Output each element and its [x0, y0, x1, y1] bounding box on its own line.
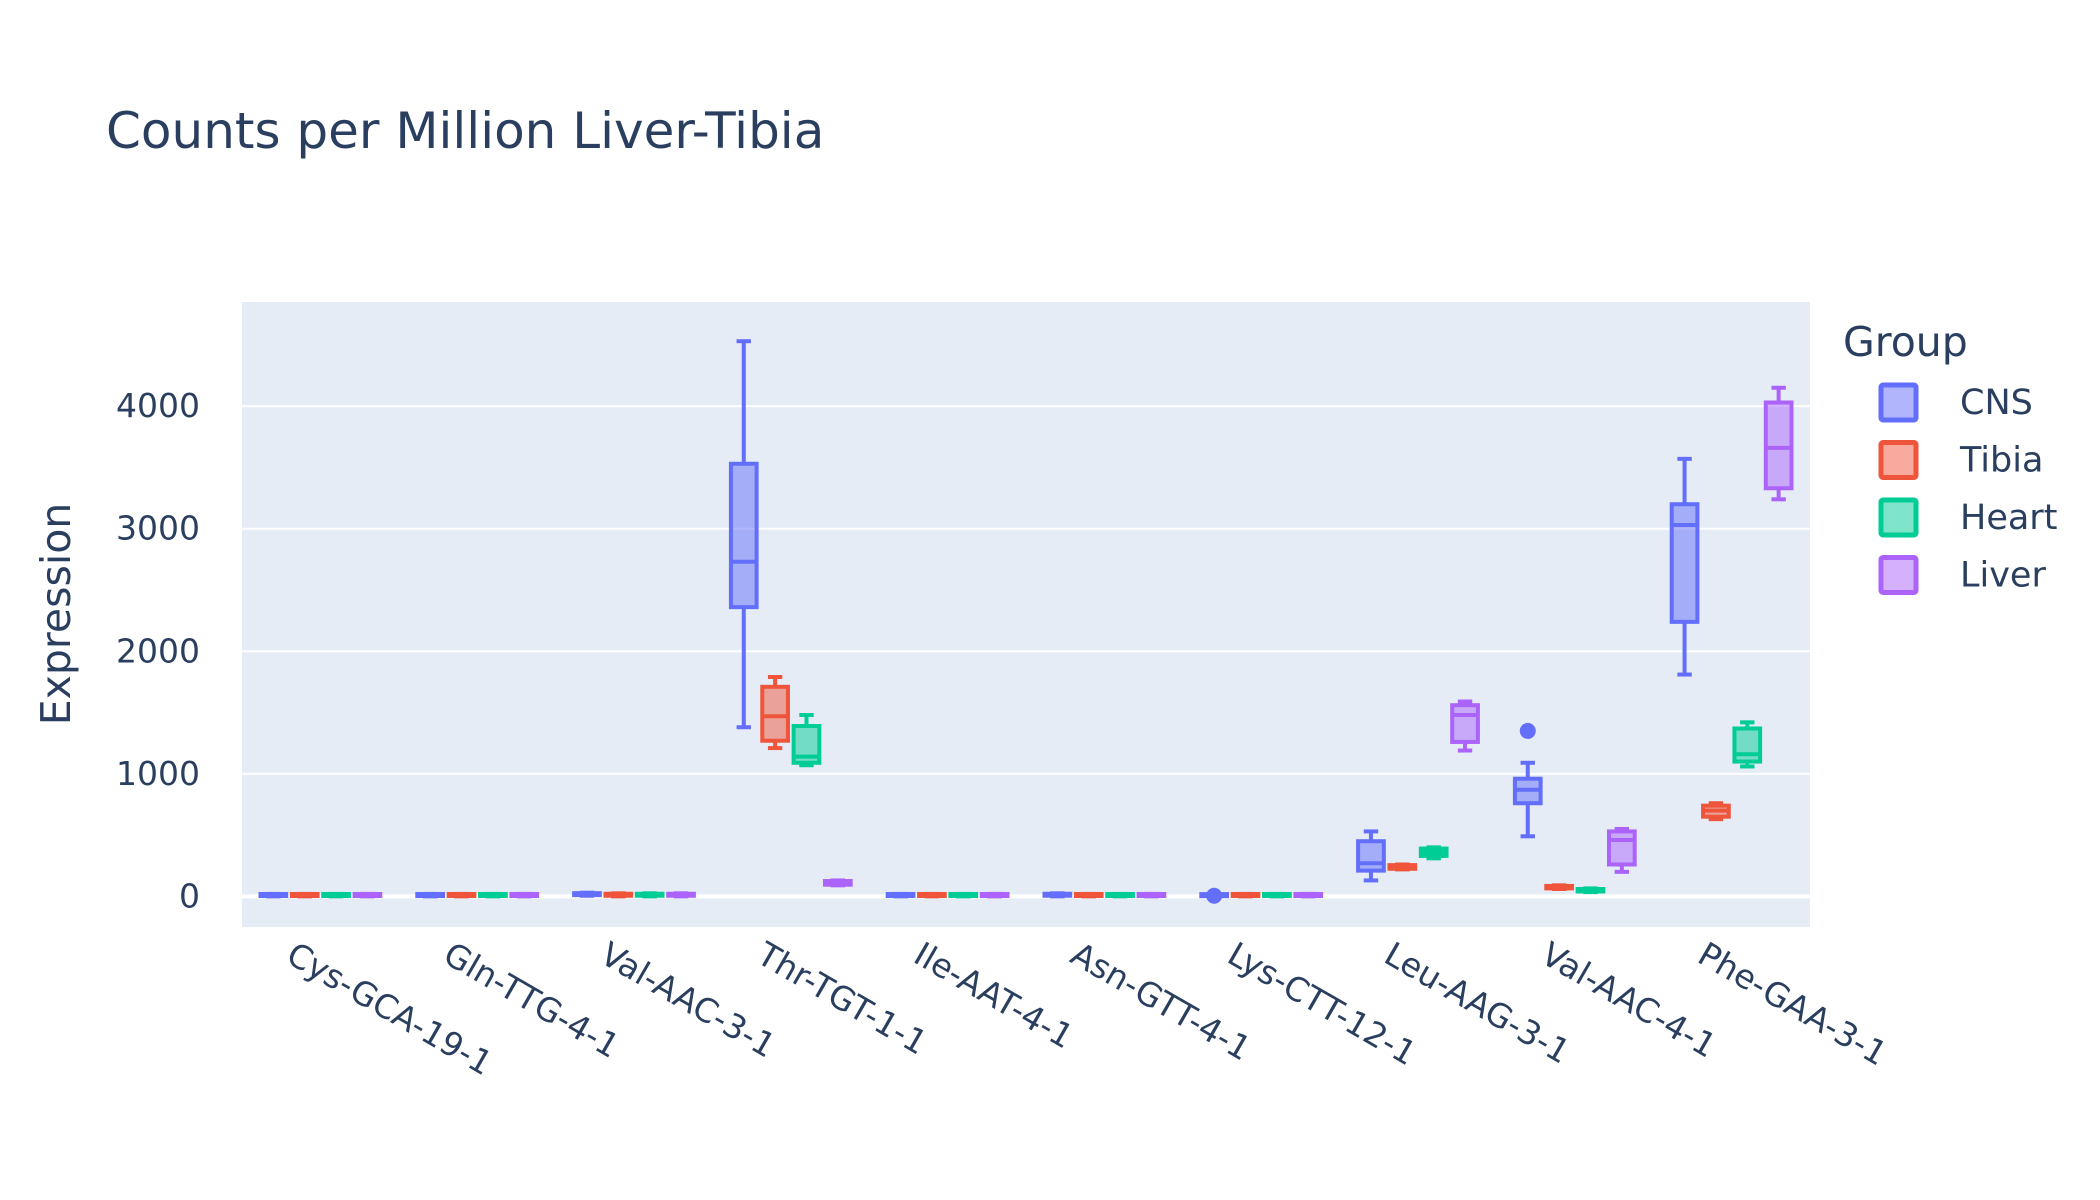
box-iqr	[1450, 703, 1480, 744]
x-tick-label: Phe-GAA-3-1	[1692, 934, 1894, 1073]
box	[1606, 826, 1637, 874]
box	[1262, 891, 1292, 899]
box	[1763, 385, 1794, 502]
box-iqr	[1763, 400, 1794, 491]
box	[917, 891, 947, 899]
legend-item-liver[interactable]: Liver	[1878, 555, 2046, 596]
legend-title: Group	[1843, 318, 1968, 366]
box	[321, 891, 351, 899]
box-iqr	[1732, 726, 1763, 764]
outlier-point	[1206, 887, 1223, 904]
box	[979, 891, 1010, 899]
series-liver	[352, 385, 1794, 899]
box	[572, 890, 602, 898]
box	[1669, 456, 1700, 677]
series-tibia	[289, 675, 1731, 899]
x-tick-label: Val-AAC-3-1	[594, 934, 782, 1065]
box	[1732, 720, 1763, 769]
y-tick-label: 2000	[116, 631, 200, 670]
box	[1575, 886, 1606, 895]
y-tick-label: 4000	[116, 386, 200, 425]
box-iqr	[1606, 829, 1637, 867]
box	[1450, 699, 1480, 753]
x-axis-ticks: Cys-GCA-19-1Gln-TTG-4-1Val-AAC-3-1Thr-TG…	[280, 934, 1893, 1083]
box	[415, 891, 446, 899]
box-iqr	[1356, 839, 1386, 873]
box	[1418, 845, 1449, 861]
plot-area	[242, 302, 1810, 927]
legend-label: CNS	[1960, 383, 2033, 423]
box-iqr	[728, 461, 759, 610]
y-axis-title: Expression	[32, 503, 80, 726]
box	[478, 891, 508, 899]
box	[1544, 883, 1574, 892]
box	[1512, 722, 1543, 839]
legend-label: Liver	[1960, 556, 2046, 596]
box	[1136, 891, 1167, 899]
legend-swatch	[1878, 555, 1919, 595]
box	[1701, 801, 1731, 822]
box	[1073, 891, 1104, 899]
legend-label: Heart	[1960, 498, 2057, 538]
box	[1230, 891, 1261, 899]
legend-item-tibia[interactable]: Tibia	[1878, 440, 2043, 481]
y-tick-label: 1000	[116, 754, 200, 793]
x-tick-label: Ile-AAT-4-1	[908, 934, 1081, 1056]
box	[666, 891, 696, 899]
y-axis-ticks: 0 1000 2000 3000 4000	[116, 386, 200, 915]
box	[948, 891, 979, 899]
legend-label: Tibia	[1959, 441, 2043, 481]
box	[885, 891, 916, 899]
box	[634, 891, 665, 899]
series-cns	[258, 339, 1700, 904]
box	[352, 891, 383, 899]
legend-swatch	[1878, 497, 1919, 538]
box	[289, 891, 320, 899]
box	[1293, 891, 1324, 899]
box	[1356, 829, 1386, 883]
box	[822, 878, 853, 888]
box	[760, 675, 790, 751]
x-tick-label: Thr-TGT-1-1	[750, 934, 934, 1063]
legend-swatch	[1878, 440, 1919, 480]
box	[1387, 862, 1418, 872]
chart-title: Counts per Million Liver-Tibia	[106, 102, 824, 160]
box	[509, 891, 540, 899]
box	[1105, 891, 1135, 899]
box	[1042, 891, 1073, 899]
box	[791, 712, 822, 768]
legend-item-heart[interactable]: Heart	[1878, 497, 2057, 538]
box	[1199, 887, 1230, 904]
legend-swatch	[1878, 382, 1919, 423]
y-tick-label: 3000	[116, 509, 200, 548]
box	[603, 891, 634, 899]
box-iqr	[1669, 502, 1700, 624]
legend-item-cns[interactable]: CNS	[1878, 382, 2033, 423]
box	[258, 891, 289, 899]
legend[interactable]: CNS Tibia Heart Liver	[1878, 382, 2057, 596]
box-iqr	[760, 684, 790, 743]
outlier-point	[1519, 722, 1536, 739]
box	[728, 339, 759, 730]
box	[446, 891, 477, 899]
y-tick-label: 0	[179, 876, 200, 915]
series-heart	[321, 712, 1763, 899]
box-series	[258, 339, 1794, 904]
